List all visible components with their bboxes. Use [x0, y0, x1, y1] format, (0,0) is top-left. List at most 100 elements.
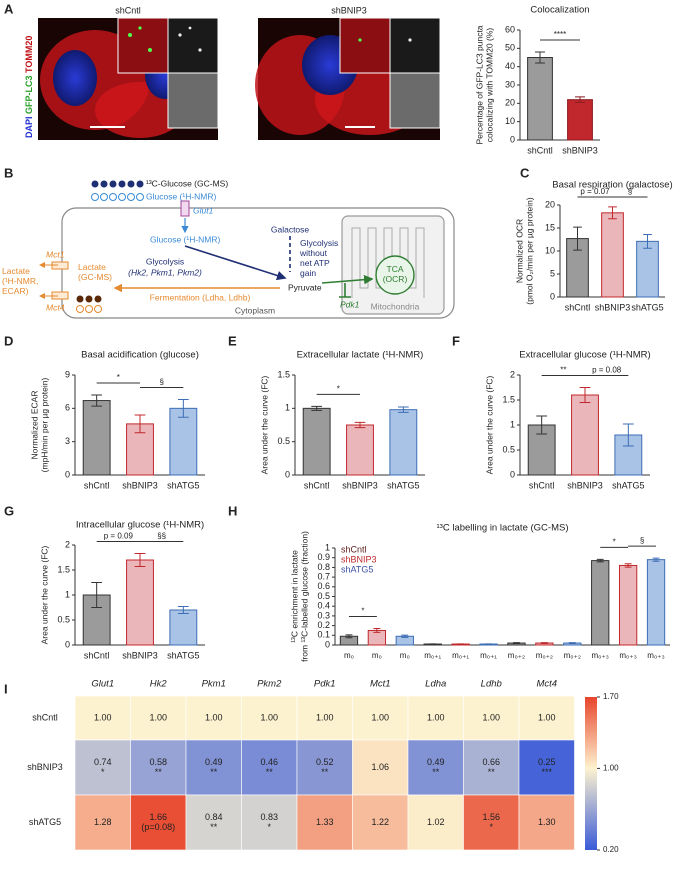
panel-label: E	[228, 333, 237, 348]
diagram-label: Mitochondria	[371, 301, 420, 311]
y-tick-label: 0.2	[317, 620, 330, 630]
diagram-label: Glut1	[193, 205, 214, 215]
chart-title: Basal respiration (galactose)	[552, 180, 672, 191]
significance-label: §§	[157, 532, 166, 541]
y-axis-label: Area under the curve (FC)	[484, 375, 494, 474]
cell-value: 1.28	[94, 817, 112, 827]
y-tick-label: 2	[510, 369, 515, 379]
cell-value: 0.84	[205, 812, 223, 822]
x-tick-label: shCntl	[84, 650, 110, 660]
y-tick-label: 0.5	[57, 614, 70, 624]
cell-value: 0.49	[427, 757, 445, 767]
cell-value: 0.46	[260, 757, 278, 767]
column-header: Glut1	[91, 679, 114, 690]
cell-note: (p=0.08)	[141, 822, 175, 832]
bar	[170, 408, 197, 475]
chart-title: Extracellular glucose (¹H-NMR)	[519, 350, 650, 361]
chart-title: Basal acidification (glucose)	[81, 350, 199, 361]
diagram-label: Mct1	[46, 249, 65, 259]
y-tick-label: 0	[65, 639, 70, 649]
bar	[592, 561, 609, 645]
y-tick-label: 0.1	[317, 630, 330, 640]
significance-label: p = 0.09	[104, 532, 134, 541]
x-tick-label: shATG5	[167, 480, 199, 490]
x-tick-label: shATG5	[387, 480, 419, 490]
x-tick-label: m₀₊₂	[536, 651, 553, 660]
y-tick-label: 0.3	[317, 610, 330, 620]
y-tick-label: 60	[505, 24, 515, 34]
micrograph-title: shCntl	[115, 5, 141, 15]
bar	[647, 560, 664, 645]
cell-value: 1.00	[149, 712, 167, 722]
x-tick-label: m₀₊₂	[564, 651, 581, 660]
y-tick-label: 0.5	[502, 444, 515, 454]
y-tick-label: 0	[550, 291, 555, 301]
y-tick-label: 3	[65, 436, 70, 446]
cell-value: 1.00	[427, 712, 445, 722]
colorbar-tick-label: 1.70	[603, 692, 619, 701]
y-tick-label: 20	[545, 199, 555, 209]
bar	[528, 58, 553, 141]
significance-label: *	[337, 384, 340, 393]
y-tick-label: 0.7	[317, 571, 330, 581]
error-bar	[569, 643, 576, 644]
x-tick-label: m₀	[372, 651, 382, 660]
y-axis-label: colocalizing with TOMM20 (%)	[484, 28, 494, 143]
cell-value: 1.30	[538, 817, 556, 827]
legend-entry: shATG5	[341, 564, 373, 574]
cell-value: 1.33	[316, 817, 334, 827]
cell-value: 0.66	[482, 757, 500, 767]
x-tick-label: shCntl	[84, 480, 110, 490]
diagram-label: ¹³C-Glucose (GC-MS)	[146, 178, 228, 188]
bar	[170, 610, 197, 645]
cell-note: *	[267, 822, 271, 832]
cell-value: 1.06	[371, 762, 389, 772]
panel-label: G	[4, 503, 14, 518]
x-tick-label: shCntl	[529, 480, 555, 490]
legend-entry: shCntl	[341, 544, 367, 554]
x-tick-label: shCntl	[304, 480, 330, 490]
diagram-label: Pyruvate	[288, 282, 322, 292]
cell-value: 1.00	[371, 712, 389, 722]
x-tick-label: m₀₊₁	[480, 651, 497, 660]
diagram-line: ECAR)	[2, 286, 29, 296]
bar	[83, 401, 110, 475]
column-header: Ldha	[425, 679, 446, 690]
y-tick-label: 0.4	[317, 601, 330, 611]
diagram-line: Lactate	[78, 262, 106, 272]
y-tick-label: 30	[505, 79, 515, 89]
panel-label: B	[4, 165, 13, 180]
diagram-label: Cytoplasm	[235, 305, 275, 315]
cell-note: **	[155, 767, 163, 777]
cell-value: 1.22	[371, 817, 389, 827]
bar	[347, 425, 374, 475]
diagram-label: Glucose (¹H-NMR)	[146, 191, 217, 201]
diagram-line: Glycolysis	[300, 238, 338, 248]
panel-label: A	[4, 1, 14, 16]
bar	[637, 241, 659, 297]
cell-note: **	[210, 822, 218, 832]
y-tick-label: 1.5	[277, 369, 290, 379]
stain: GFP-LC3	[24, 75, 34, 114]
chart-title: Extracellular lactate (¹H-NMR)	[297, 350, 424, 361]
chart-title: Colocalization	[530, 5, 589, 16]
diagram-label: Pdk1	[340, 299, 360, 309]
y-tick-label: 20	[505, 98, 515, 108]
diagram-line: net ATP	[300, 258, 330, 268]
diagram-label: Fermentation (Ldha, Ldhb)	[150, 292, 251, 302]
diagram-label: Glycolysis	[146, 256, 184, 266]
diagram-label: Galactose	[271, 224, 310, 234]
y-tick-label: 1.5	[502, 394, 515, 404]
diagram-label: Glucose (¹H-NMR)	[150, 234, 221, 244]
y-tick-label: 0	[510, 134, 515, 144]
bar	[572, 395, 599, 475]
error-bar	[541, 643, 548, 644]
significance-label: p = 0.08	[592, 366, 622, 375]
x-tick-label: m₀₊₁	[424, 651, 441, 660]
y-tick-label: 50	[505, 43, 515, 53]
cell-value: 1.00	[482, 712, 500, 722]
x-tick-label: m₀₊₃	[647, 651, 664, 660]
x-tick-label: m₀₊₁	[452, 651, 469, 660]
stain-label: DAPI GFP-LC3 TOMM20	[24, 36, 34, 138]
panel-label: F	[452, 333, 460, 348]
